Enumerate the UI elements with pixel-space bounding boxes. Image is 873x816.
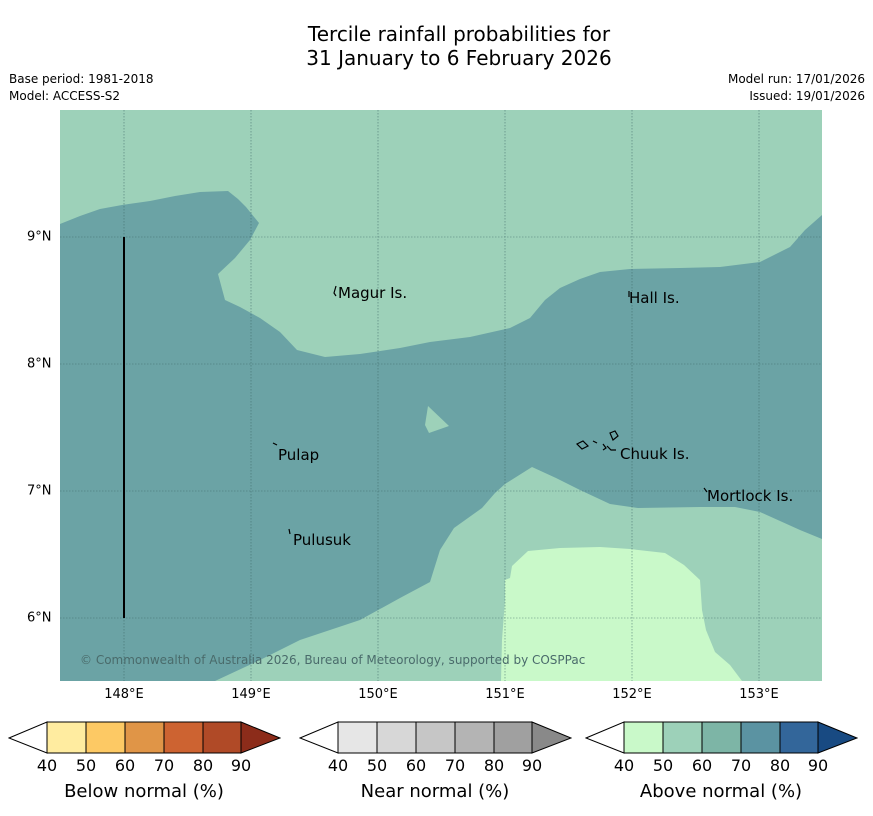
legend-below-50-60 xyxy=(85,721,126,754)
legend-below-over xyxy=(240,721,281,754)
legend-near-colorbar xyxy=(299,721,572,754)
legend-above-under xyxy=(585,721,625,754)
legend-above-tick-50: 50 xyxy=(652,756,674,775)
legend-above-50-60 xyxy=(662,721,703,754)
legend-below-40-50 xyxy=(46,721,87,754)
legend-above-title: Above normal (%) xyxy=(639,781,803,802)
model-name: Model: ACCESS-S2 xyxy=(9,89,121,103)
latitude-label-8n: 8°N xyxy=(27,356,52,372)
base-period: Base period: 1981-2018 xyxy=(9,72,154,86)
legend-below-80-90 xyxy=(202,721,242,754)
legend-below-colorbar xyxy=(8,721,281,754)
legend-above-colorbar xyxy=(585,721,858,754)
title-line-1: Tercile rainfall probabilities for xyxy=(307,22,611,46)
place-label-pulap: Pulap xyxy=(278,446,320,464)
legend-near-over xyxy=(531,721,572,754)
longitude-label-153: 153°E xyxy=(739,687,779,702)
legend-near-80-90 xyxy=(493,721,533,754)
legend-near-tick-50: 50 xyxy=(366,756,388,775)
legend-near-tick-90: 90 xyxy=(521,756,543,775)
region-above-60-70 xyxy=(60,191,822,681)
legend-near-tick-70: 70 xyxy=(444,756,466,775)
legend-above-over xyxy=(817,721,858,754)
legend-above-tick-80: 80 xyxy=(769,756,791,775)
legend-above-70-80 xyxy=(740,721,781,754)
legend-near-ticks: 40 50 60 70 80 90 xyxy=(299,756,572,776)
place-label-magur: Magur Is. xyxy=(338,284,408,302)
legend-near-tick-60: 60 xyxy=(405,756,427,775)
legend-near-40-50 xyxy=(337,721,378,754)
chart-title: Tercile rainfall probabilities for 31 Ja… xyxy=(0,22,873,70)
legend-near-70-80 xyxy=(454,721,495,754)
issued-date: Issued: 19/01/2026 xyxy=(749,89,865,103)
legend-near-tick-80: 80 xyxy=(483,756,505,775)
legend-near-title: Near normal (%) xyxy=(360,781,510,802)
legend-below-tick-70: 70 xyxy=(153,756,175,775)
region-above-40-50 xyxy=(501,547,742,681)
legend-below-tick-80: 80 xyxy=(192,756,214,775)
title-line-2: 31 January to 6 February 2026 xyxy=(306,46,612,70)
longitude-label-150: 150°E xyxy=(358,687,398,702)
legend-below-tick-40: 40 xyxy=(36,756,58,775)
legend-below-tick-90: 90 xyxy=(230,756,252,775)
legend-below-title: Below normal (%) xyxy=(64,781,224,802)
legend-near-60-70 xyxy=(415,721,456,754)
model-run: Model run: 17/01/2026 xyxy=(727,72,865,86)
island-patch-light xyxy=(425,406,449,433)
latitude-label-9n: 9°N xyxy=(27,229,52,245)
legend-above-80-90 xyxy=(779,721,819,754)
latitude-label-6n: 6°N xyxy=(27,610,52,626)
legend-below-ticks: 40 50 60 70 80 90 xyxy=(8,756,281,776)
legend-above-40-50 xyxy=(623,721,664,754)
legend-near-under xyxy=(299,721,339,754)
legend-above-tick-60: 60 xyxy=(691,756,713,775)
meta-left: Base period: 1981-2018 Model: ACCESS-S2 xyxy=(9,71,154,105)
latitude-label-7n: 7°N xyxy=(27,483,52,499)
legend-above-60-70 xyxy=(701,721,742,754)
legend-below-60-70 xyxy=(124,721,165,754)
place-label-mortlock: Mortlock Is. xyxy=(707,487,794,505)
legend-below-70-80 xyxy=(163,721,204,754)
legend-below-tick-60: 60 xyxy=(114,756,136,775)
legend-below-tick-50: 50 xyxy=(75,756,97,775)
place-label-hall: Hall Is. xyxy=(629,289,680,307)
place-label-chuuk: Chuuk Is. xyxy=(620,445,690,463)
legend-above-tick-90: 90 xyxy=(807,756,829,775)
place-label-pulusuk: Pulusuk xyxy=(293,531,351,549)
copyright-notice: © Commonwealth of Australia 2026, Bureau… xyxy=(80,653,586,667)
legend-near-tick-40: 40 xyxy=(327,756,349,775)
meta-right: Model run: 17/01/2026 Issued: 19/01/2026 xyxy=(728,71,865,105)
legend-above-tick-70: 70 xyxy=(730,756,752,775)
legend-above-tick-40: 40 xyxy=(613,756,635,775)
longitude-label-148: 148°E xyxy=(104,687,144,702)
longitude-label-151: 151°E xyxy=(485,687,525,702)
legend-below-under xyxy=(8,721,48,754)
longitude-label-152: 152°E xyxy=(612,687,652,702)
longitude-label-149: 149°E xyxy=(231,687,271,702)
island-outlines xyxy=(272,285,708,535)
legend-near-50-60 xyxy=(376,721,417,754)
legend-above-ticks: 40 50 60 70 80 90 xyxy=(585,756,858,776)
